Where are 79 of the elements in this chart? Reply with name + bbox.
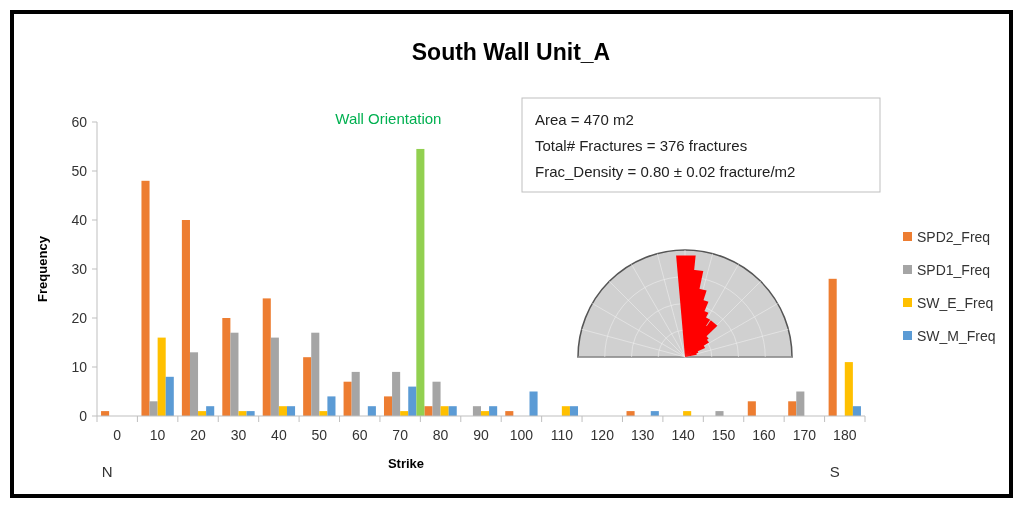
legend-label: SPD2_Freq [917,228,991,245]
y-axis-title: Frequency [35,235,50,302]
text: S [829,463,840,480]
bar [278,406,287,416]
y-tick-label: 40 [71,211,88,228]
bar [367,406,376,416]
x-tick-label: 0 [113,427,122,443]
bar [392,371,401,416]
bar [569,406,579,416]
bar [561,406,570,416]
bar [715,411,724,416]
series-label: Wall Orientation [335,110,442,127]
bar [424,406,433,416]
bar [189,352,199,416]
y-tick-label: 0 [79,407,88,424]
bar [238,411,247,416]
bar [440,406,449,416]
y-tick-label: 20 [71,309,88,326]
bar [796,391,805,416]
x-tick-label: 130 [631,427,655,443]
legend-label: SW_M_Freq [917,327,996,344]
bar [206,406,215,416]
x-tick-label: 60 [351,427,368,443]
y-tick-label: 10 [71,358,88,375]
x-tick-label: 20 [190,427,207,443]
text: N [101,463,113,480]
bar [286,406,296,416]
x-tick-label: 90 [473,427,489,443]
bar [844,362,853,416]
x-tick-label: 10 [149,427,166,443]
bar [529,391,538,416]
x-tick-label: 110 [550,427,574,443]
bar [448,406,457,416]
chart-title: South Wall Unit_A [411,39,611,65]
bar [343,381,352,416]
x-axis-title: Strike [387,456,425,471]
bar [416,148,425,416]
x-tick-label: 30 [230,427,247,443]
annotation: Area = 470 m2 [535,111,634,128]
bar [157,337,166,416]
x-tick-label: 120 [590,427,615,443]
bar [788,401,797,416]
legend-label: SPD1_Freq [917,261,991,278]
x-tick-label: 100 [509,427,534,443]
bar [828,278,837,416]
annotation: Frac_Density = 0.80 ± 0.02 fracture/m2 [535,163,796,180]
bar [181,220,190,416]
x-tick-label: 170 [792,427,817,443]
bar [222,318,231,416]
x-tick-label: 80 [432,427,449,443]
x-tick-label: 50 [311,427,328,443]
bar [472,406,481,416]
x-tick-label: 160 [752,427,776,443]
annotation: Total# Fractures = 376 fractures [535,137,748,154]
x-tick-label: 150 [711,427,736,443]
bar [230,332,239,416]
bar [489,406,498,416]
bar [149,401,158,416]
bar [432,381,441,416]
bar [747,401,756,416]
x-tick-label: 180 [833,427,857,443]
x-tick-label: 70 [392,427,409,443]
bar [311,332,320,416]
bar [351,371,360,416]
bar [303,357,312,416]
x-tick-label: 140 [671,427,695,443]
bar [141,180,150,416]
y-tick-label: 50 [71,162,88,179]
bar [262,298,271,416]
legend-label: SW_E_Freq [917,294,994,311]
bar [270,337,279,416]
y-tick-label: 30 [71,260,88,277]
bar [327,396,336,416]
y-tick-label: 60 [71,113,88,130]
bar [383,396,393,416]
bar [165,376,174,416]
bar [852,406,861,416]
x-tick-label: 40 [271,427,287,443]
bar [408,386,417,416]
